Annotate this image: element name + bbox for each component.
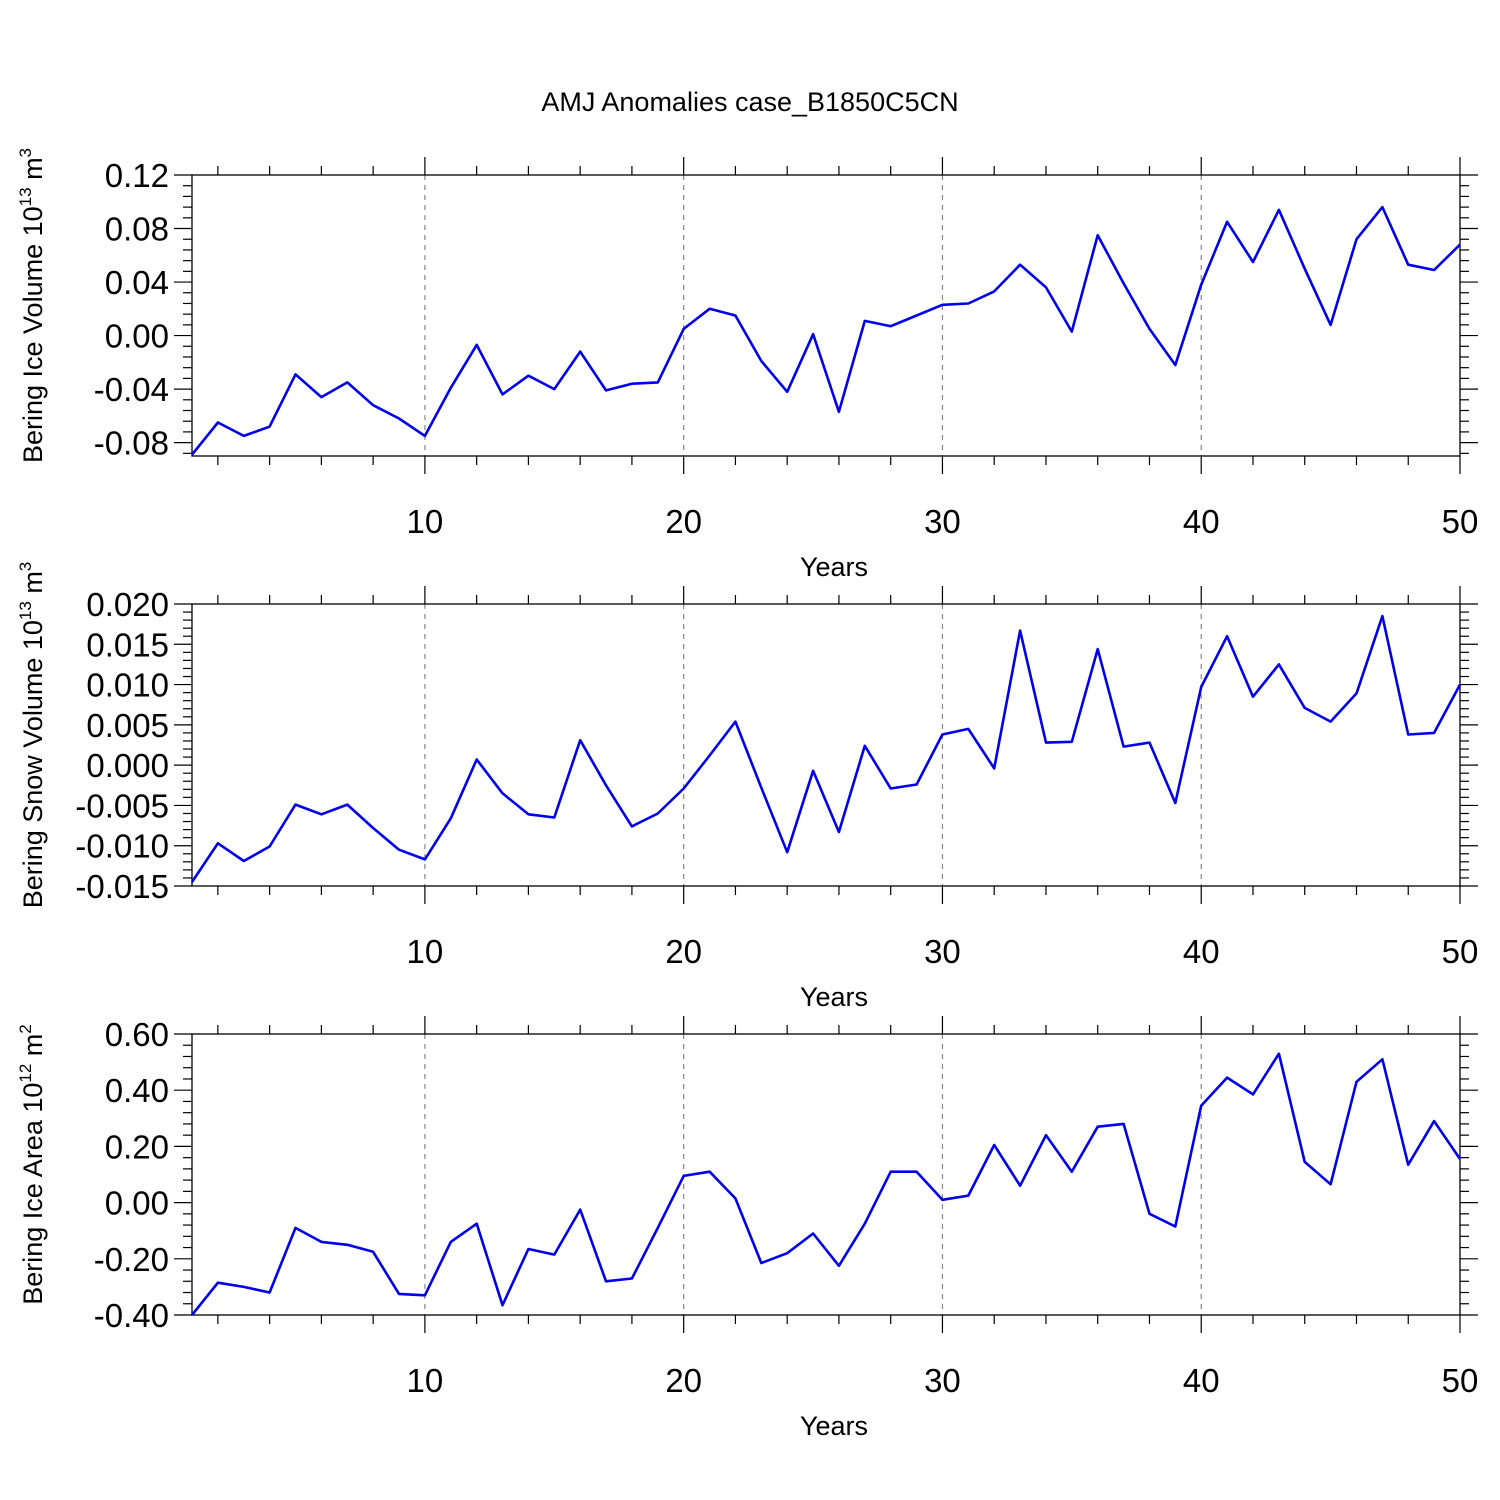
x-axis-label: Years	[800, 982, 868, 1012]
y-axis-label-unit: m	[18, 571, 48, 601]
y-tick-label: 0.12	[105, 157, 169, 194]
x-tick-label: 20	[665, 1362, 702, 1399]
y-axis-label-unit: m	[18, 1034, 48, 1064]
x-tick-label: 30	[924, 1362, 961, 1399]
y-tick-label: -0.20	[94, 1241, 169, 1278]
x-tick-label: 20	[665, 933, 702, 970]
y-axis-label-exponent: 13	[16, 187, 35, 206]
y-axis-label-text: Bering Ice Volume 10	[18, 206, 48, 463]
x-axis-label: Years	[800, 552, 868, 582]
series-line-1	[190, 614, 1462, 883]
plot-frame	[191, 1033, 1461, 1316]
x-tick-label: 10	[407, 503, 444, 540]
y-tick-label: 0.005	[86, 707, 169, 744]
y-tick-label: 0.04	[105, 264, 169, 301]
x-tick-label: 30	[924, 503, 961, 540]
y-axis-label-unit: m	[18, 157, 48, 187]
y-axis-label: Bering Snow Volume 1013 m3	[16, 562, 48, 909]
x-tick-label: 10	[407, 1362, 444, 1399]
y-tick-label: 0.00	[105, 1185, 169, 1222]
plot-frame	[191, 174, 1461, 457]
y-tick-label: 0.020	[86, 586, 169, 623]
y-tick-label: 0.000	[86, 747, 169, 784]
x-tick-label: 10	[407, 933, 444, 970]
y-tick-label: -0.005	[75, 787, 169, 824]
y-axis-label: Bering Ice Area 1012 m2	[16, 1024, 48, 1305]
x-tick-label: 40	[1183, 503, 1220, 540]
y-tick-label: -0.04	[94, 371, 169, 408]
y-tick-label: 0.60	[105, 1016, 169, 1053]
x-axis-label: Years	[800, 1411, 868, 1441]
y-tick-label: 0.015	[86, 626, 169, 663]
y-axis-label-unit-exponent: 2	[16, 1024, 35, 1033]
y-axis-label-text: Bering Ice Area 10	[18, 1083, 48, 1305]
y-tick-label: 0.00	[105, 318, 169, 355]
y-axis-label-unit-exponent: 3	[16, 148, 35, 157]
y-axis-label-exponent: 13	[16, 601, 35, 620]
y-tick-label: 0.010	[86, 667, 169, 704]
x-tick-label: 50	[1442, 933, 1479, 970]
panel-3: -0.40 -0.20 0.00 0.20 0.40 0.60 10 20 30 40 50 Year…	[16, 1016, 1478, 1441]
y-axis-label-exponent: 12	[16, 1064, 35, 1083]
x-tick-label: 30	[924, 933, 961, 970]
series-line-1	[190, 205, 1461, 456]
y-tick-label: -0.010	[75, 828, 169, 865]
y-axis-label-text: Bering Snow Volume 10	[18, 620, 48, 908]
y-tick-label: -0.08	[94, 425, 169, 462]
x-tick-label: 40	[1183, 933, 1220, 970]
y-axis-label: Bering Ice Volume 1013 m3	[16, 148, 48, 463]
panel-1: -0.08 -0.04 0.00 0.04 0.08 0.12 10 20 30 40 50 Year…	[16, 148, 1478, 582]
y-tick-label: 0.20	[105, 1128, 169, 1165]
y-axis-label-unit-exponent: 3	[16, 562, 35, 571]
x-tick-label: 40	[1183, 1362, 1220, 1399]
x-tick-label: 50	[1442, 503, 1479, 540]
x-tick-label: 20	[665, 503, 702, 540]
y-tick-label: 0.40	[105, 1072, 169, 1109]
y-tick-label: -0.40	[94, 1297, 169, 1334]
plot-frame	[191, 603, 1461, 887]
chart-title: AMJ Anomalies case_B1850C5CN	[541, 87, 958, 117]
y-tick-label: -0.015	[75, 868, 169, 905]
x-tick-label: 50	[1442, 1362, 1479, 1399]
series-line-1	[190, 1052, 1462, 1316]
y-tick-label: 0.08	[105, 211, 169, 248]
